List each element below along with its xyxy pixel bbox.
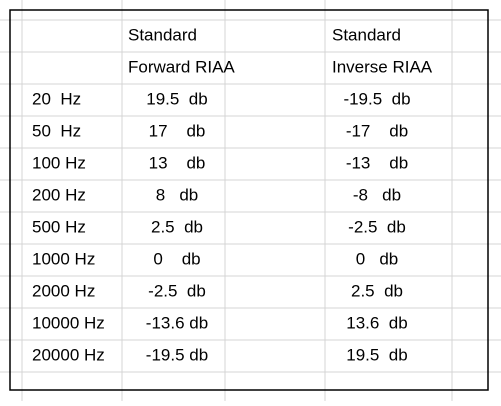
inverse-cell: -19.5 db [343, 89, 410, 108]
forward-cell: 13 db [149, 153, 206, 172]
inverse-cell: 0 db [356, 249, 399, 268]
frequency-cell: 10000 Hz [32, 313, 105, 332]
forward-cell: 2.5 db [151, 217, 203, 236]
column-header: Standard [128, 25, 197, 44]
inverse-cell: -17 db [346, 121, 408, 140]
column-header: Forward RIAA [128, 57, 235, 76]
table-border [9, 9, 489, 391]
forward-cell: 19.5 db [146, 89, 207, 108]
column-header: Standard [332, 25, 401, 44]
frequency-cell: 20 Hz [32, 89, 81, 108]
forward-cell: 17 db [149, 121, 206, 140]
frequency-cell: 20000 Hz [32, 345, 105, 364]
frequency-cell: 500 Hz [32, 217, 86, 236]
inverse-cell: 19.5 db [346, 345, 407, 364]
frequency-cell: 100 Hz [32, 153, 86, 172]
forward-cell: -13.6 db [146, 313, 208, 332]
frequency-cell: 200 Hz [32, 185, 86, 204]
frequency-cell: 50 Hz [32, 121, 81, 140]
frequency-cell: 2000 Hz [32, 281, 95, 300]
inverse-cell: -8 db [353, 185, 401, 204]
forward-cell: 8 db [156, 185, 199, 204]
inverse-cell: -13 db [346, 153, 408, 172]
forward-cell: -19.5 db [146, 345, 208, 364]
forward-cell: 0 db [153, 249, 200, 268]
inverse-cell: 2.5 db [351, 281, 403, 300]
frequency-cell: 1000 Hz [32, 249, 95, 268]
inverse-cell: 13.6 db [346, 313, 407, 332]
inverse-cell: -2.5 db [348, 217, 406, 236]
column-header: Inverse RIAA [332, 57, 433, 76]
forward-cell: -2.5 db [148, 281, 206, 300]
